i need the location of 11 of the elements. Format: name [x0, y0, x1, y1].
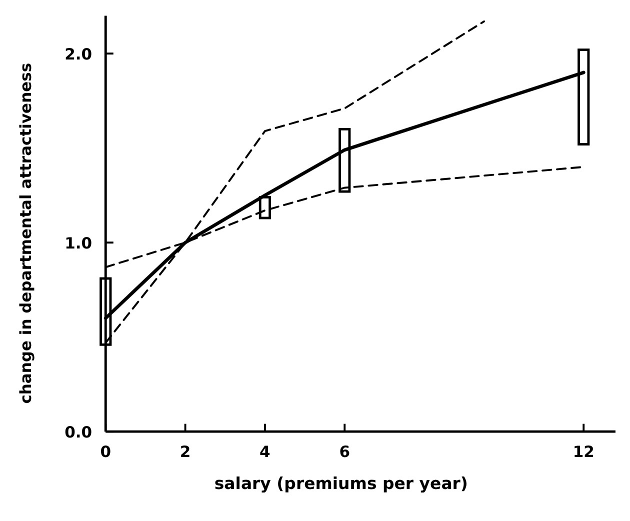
y-tick-label: 2.0	[64, 45, 92, 64]
x-tick-label: 2	[180, 442, 191, 461]
x-tick-label: 12	[572, 442, 594, 461]
y-tick-label: 1.0	[64, 234, 92, 252]
y-tick-label: 0.0	[64, 423, 92, 442]
x-tick-label: 4	[260, 442, 271, 461]
x-axis-title: salary (premiums per year)	[214, 474, 468, 493]
x-tick-label: 0	[100, 442, 112, 461]
bar	[258, 196, 272, 220]
x-tick-label: 6	[339, 442, 350, 461]
y-axis-title: change in departmental attractiveness	[17, 62, 35, 404]
